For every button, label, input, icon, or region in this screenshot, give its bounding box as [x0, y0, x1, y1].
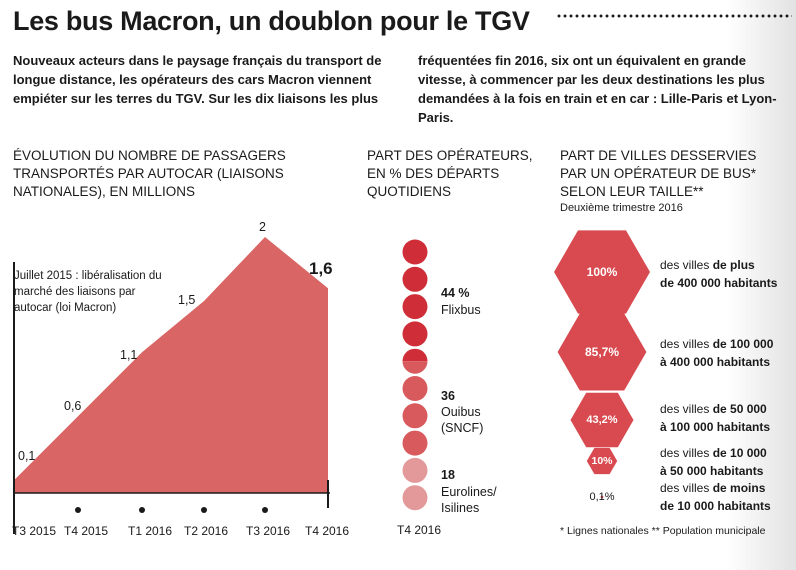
operator-dot-ouibus [402, 403, 428, 429]
eurolines-share: 18 [441, 468, 455, 482]
value-label-latest: 1,6 [309, 259, 333, 278]
hex-category-label: des villes de plus de 400 000 habitants [660, 258, 778, 290]
value-label: 1,5 [178, 293, 196, 307]
hexagon-mark [557, 313, 647, 391]
x-tick-dot [75, 507, 81, 513]
hex-value-label: 85,7% [584, 345, 620, 359]
flixbus-share: 44 % [441, 286, 470, 300]
hex-category-label: des villes de moins de 10 000 habitants [660, 481, 771, 513]
hex-category-label: des villes de 100 000 à 400 000 habitants [660, 337, 774, 369]
operators-period: T4 2016 [397, 523, 442, 537]
operators-pictogram [402, 239, 428, 511]
hexagon-chart-subtitle: Deuxième trimestre 2016 [560, 202, 683, 214]
operators-chart-title: PART DES OPÉRATEURS, EN % DES DÉPARTS QU… [367, 148, 533, 199]
ouibus-name: Ouibus [441, 405, 481, 419]
operator-dot-ouibus [402, 430, 428, 456]
eurolines-name: Eurolines/ [441, 485, 497, 499]
hexagon-mark [554, 230, 650, 314]
page-shade [726, 0, 796, 570]
page-title: Les bus Macron, un doublon pour le TGV [13, 6, 530, 36]
operator-dot-ouibus [402, 361, 428, 374]
operator-dot-flixbus [402, 321, 428, 347]
intro-text-col2: fréquentées fin 2016, six ont un équival… [418, 53, 777, 125]
hex-value-label: 10% [591, 455, 613, 467]
value-label: 2 [259, 220, 266, 234]
ouibus-share: 36 [441, 389, 455, 403]
area-chart [13, 237, 330, 534]
value-label: 0,1 [18, 449, 36, 463]
hexagon-mark [600, 495, 604, 499]
hex-value-label: 43,2% [586, 414, 618, 426]
operator-dot-flixbus [402, 266, 428, 292]
eurolines-name-sub: Isilines [441, 501, 480, 515]
operator-dot-flixbus [402, 239, 428, 265]
x-tick-label: T4 2016 [305, 524, 350, 538]
hexagon-chart [554, 230, 650, 499]
area-series [14, 237, 328, 493]
x-tick-label: T3 2015 [12, 524, 57, 538]
hex-value-label: 0,1% [589, 491, 615, 503]
hex-value-label: 100% [586, 265, 618, 279]
operator-dot-ouibus [402, 376, 428, 401]
hexagon-mark [586, 447, 618, 475]
value-label: 0,6 [64, 399, 82, 413]
title-dotted-rule [556, 14, 792, 18]
operator-dot-eurolines [402, 457, 428, 483]
operator-dot-eurolines [402, 485, 428, 511]
hexagon-mark [570, 392, 634, 448]
x-tick-dot [201, 507, 207, 513]
hex-category-label: des villes de 10 000 à 50 000 habitants [660, 446, 767, 478]
x-tick-dot [262, 507, 268, 513]
value-label: 1,1 [120, 348, 138, 362]
operator-dot-flixbus [402, 294, 428, 320]
ouibus-name-sub: (SNCF) [441, 421, 484, 435]
law-annotation: Juillet 2015 : libéralisation du marché … [14, 270, 162, 314]
area-chart-title: ÉVOLUTION DU NOMBRE DE PASSAGERS TRANSPO… [13, 148, 286, 199]
hex-category-label: des villes de 50 000 à 100 000 habitants [660, 402, 771, 434]
intro-text-col1: Nouveaux acteurs dans le paysage françai… [13, 53, 382, 106]
x-tick-dot [139, 507, 145, 513]
hexagon-chart-title: PART DE VILLES DESSERVIES PAR UN OPÉRATE… [560, 148, 757, 199]
footnote: * Lignes nationales ** Population munici… [560, 525, 766, 537]
x-tick-label: T2 2016 [184, 524, 229, 538]
operator-dot-flixbus [402, 348, 428, 362]
flixbus-name: Flixbus [441, 303, 481, 317]
x-tick-label: T1 2016 [128, 524, 173, 538]
x-tick-label: T4 2015 [64, 524, 109, 538]
x-tick-label: T3 2016 [246, 524, 291, 538]
